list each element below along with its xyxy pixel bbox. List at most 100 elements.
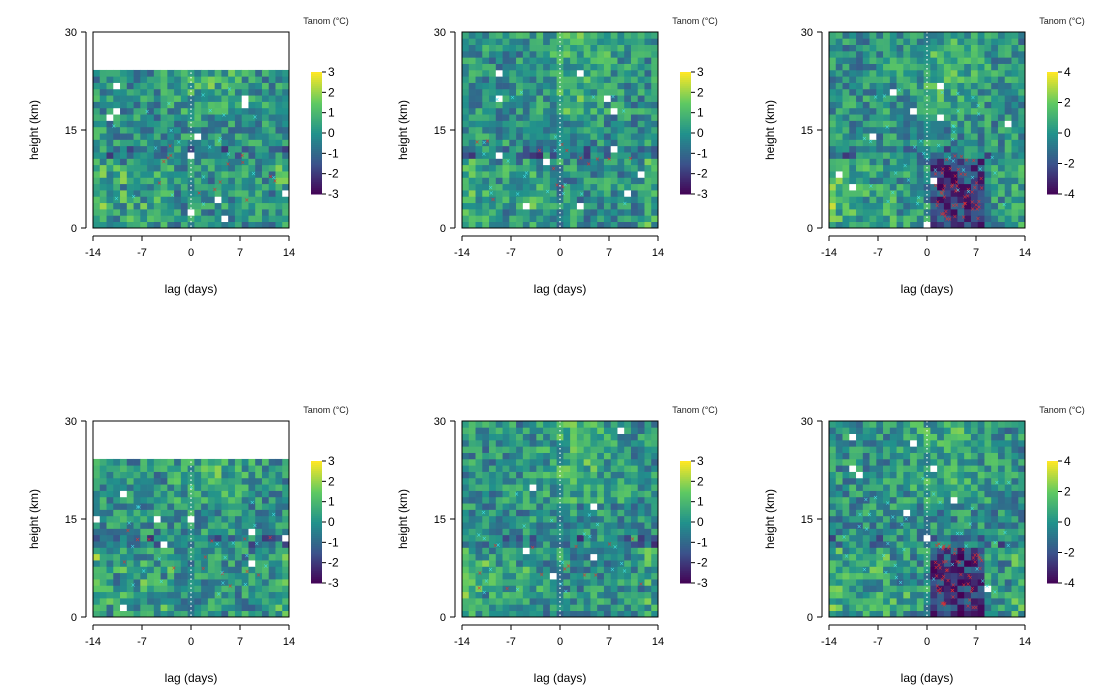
heatmap-cell (984, 69, 992, 77)
heatmap-cell (120, 88, 128, 96)
significance-marker: × (137, 504, 142, 511)
heatmap-cell (120, 133, 128, 140)
heatmap-cell (475, 452, 483, 460)
heatmap-cell (849, 69, 857, 77)
heatmap-cell (930, 69, 938, 77)
heatmap-cell (475, 171, 483, 178)
heatmap-cell (106, 215, 114, 223)
colorbar-step (1047, 72, 1058, 75)
heatmap-cell (475, 610, 483, 618)
heatmap-cell (603, 541, 612, 548)
heatmap-cell (597, 534, 605, 542)
heatmap-cell (516, 57, 524, 64)
heatmap-cell (160, 572, 168, 580)
heatmap-cell (563, 202, 571, 210)
significance-marker: × (949, 184, 954, 191)
significance-marker: × (976, 111, 981, 118)
heatmap-cell (876, 152, 884, 159)
heatmap-cell (889, 133, 897, 140)
heatmap-cell (255, 509, 263, 517)
significance-marker: × (271, 175, 276, 182)
heatmap-cell (849, 598, 857, 605)
heatmap-cell (644, 120, 652, 128)
colorbar-step (311, 177, 322, 181)
heatmap-cell (255, 547, 263, 555)
heatmap-cell (984, 171, 992, 178)
heatmap-cell (482, 202, 490, 210)
heatmap-cell (543, 57, 551, 64)
heatmap-cell (916, 145, 924, 153)
heatmap-cell (268, 107, 276, 115)
heatmap-cell (829, 88, 837, 96)
heatmap-cell (207, 126, 216, 134)
heatmap-cell (482, 421, 490, 428)
heatmap-cell (957, 598, 965, 605)
heatmap-cell (153, 196, 161, 204)
heatmap-cell (570, 152, 578, 159)
heatmap-cell (637, 152, 645, 159)
heatmap-cell (468, 107, 476, 115)
heatmap-cell (991, 177, 999, 185)
heatmap-cell (536, 171, 544, 178)
heatmap-cell (617, 522, 625, 529)
heatmap-cell (167, 120, 175, 128)
heatmap-cell (883, 171, 891, 178)
heatmap-cell (167, 465, 175, 472)
heatmap-cell (475, 190, 483, 197)
heatmap-cell (180, 95, 188, 102)
heatmap-cells (462, 32, 659, 229)
heatmap-cell (255, 126, 263, 134)
heatmap-cell (563, 126, 571, 134)
heatmap-cell (160, 101, 168, 109)
heatmap-cell (991, 202, 999, 210)
heatmap-cell (153, 515, 161, 523)
heatmap-cell (950, 88, 958, 96)
heatmap-cell (126, 503, 134, 510)
heatmap-cell (516, 145, 524, 153)
colorbar-step (311, 82, 322, 85)
heatmap-cell (241, 158, 249, 166)
heatmap-cell (489, 522, 497, 529)
heatmap-cell (482, 63, 490, 71)
colorbar-step (311, 479, 322, 482)
heatmap-cell (495, 427, 503, 434)
heatmap-cell (462, 57, 470, 64)
colorbar-step (1047, 100, 1058, 103)
heatmap-cell (583, 515, 591, 523)
heatmap-cell (93, 120, 101, 128)
heatmap-cell (869, 209, 877, 216)
heatmap-cell (576, 585, 585, 593)
heatmap-cell (950, 50, 958, 58)
heatmap-cell (261, 572, 270, 580)
significance-marker: × (979, 176, 984, 183)
heatmap-cell (549, 471, 557, 479)
heatmap-cell (964, 610, 972, 618)
heatmap-cell (93, 164, 101, 172)
colorbar-step (311, 568, 322, 572)
y-tick-label: 30 (434, 27, 446, 39)
heatmap-cell (563, 534, 571, 542)
heatmap-cell (187, 604, 195, 612)
heatmap-cell (468, 433, 476, 441)
heatmap-cell (603, 215, 612, 223)
heatmap-cell (597, 496, 605, 504)
heatmap-cell (261, 604, 270, 612)
heatmap-cell (147, 145, 155, 153)
heatmap-cell (241, 209, 249, 216)
colorbar-step (1047, 139, 1058, 142)
heatmap-cell (556, 82, 564, 90)
heatmap-cell (644, 421, 652, 428)
heatmap-cell (957, 152, 965, 159)
significance-marker: × (240, 160, 245, 167)
significance-marker: × (510, 94, 515, 101)
heatmap-cell (896, 158, 904, 166)
heatmap-cell (282, 560, 290, 567)
heatmap-cell (282, 76, 290, 83)
heatmap-cell (597, 585, 605, 593)
heatmap-cell (462, 221, 470, 229)
heatmap-cell (489, 503, 497, 510)
heatmap-cell (644, 515, 652, 523)
heatmap-cell (167, 547, 175, 555)
heatmap-cell (475, 591, 483, 599)
